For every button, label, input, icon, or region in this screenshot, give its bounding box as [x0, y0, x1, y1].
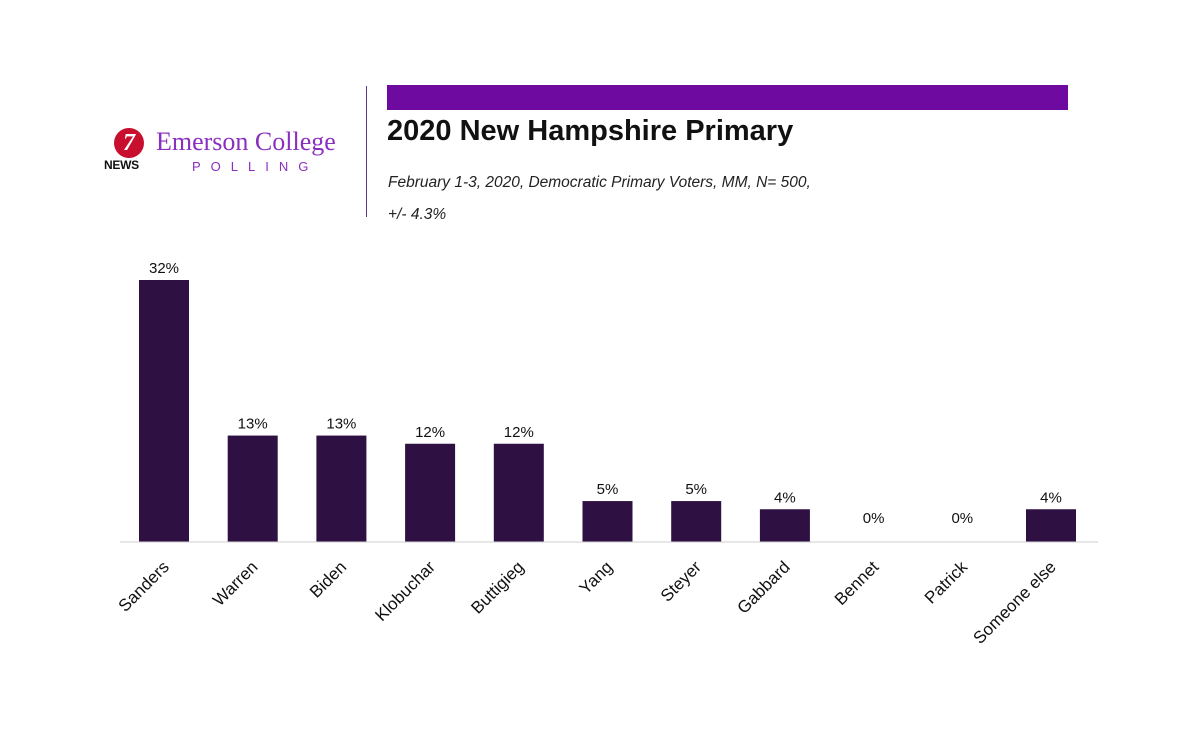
logo-subtext: POLLING	[192, 159, 319, 174]
value-labels-layer: 32% 13% 13% 12% 12% 5% 5% 4% 0% 0% 4%	[149, 260, 1062, 527]
bars-layer	[139, 280, 1076, 542]
channel-7-logo-icon: 7	[114, 128, 144, 158]
value-label-someone-else: 4%	[1040, 489, 1062, 506]
value-label-buttigieg: 12%	[504, 424, 534, 441]
header-divider	[366, 86, 367, 217]
value-label-sanders: 32%	[149, 260, 179, 277]
value-label-patrick: 0%	[951, 510, 973, 527]
category-label-warren: Warren	[209, 557, 261, 609]
chart-title: 2020 New Hampshire Primary	[387, 115, 794, 147]
bar-someone-else	[1026, 509, 1076, 542]
bar-biden	[316, 435, 367, 542]
category-label-someone-else: Someone else	[970, 557, 1060, 647]
logo-news-text: NEWS	[104, 158, 139, 172]
value-label-warren: 13%	[238, 416, 268, 433]
category-label-yang: Yang	[576, 557, 617, 598]
category-label-bennet: Bennet	[831, 557, 883, 609]
bar-gabbard	[759, 509, 810, 542]
value-label-bennet: 0%	[863, 510, 885, 527]
value-label-steyer: 5%	[685, 481, 707, 498]
bar-buttigieg	[493, 443, 544, 542]
bar-klobuchar	[405, 443, 456, 542]
category-label-biden: Biden	[306, 557, 350, 601]
bar-yang	[582, 501, 633, 542]
value-label-klobuchar: 12%	[415, 424, 445, 441]
category-label-gabbard: Gabbard	[734, 557, 794, 617]
value-label-gabbard: 4%	[774, 489, 796, 506]
category-label-steyer: Steyer	[657, 557, 705, 605]
bar-warren	[227, 435, 278, 542]
category-label-buttigieg: Buttigieg	[467, 557, 527, 617]
bar-sanders	[139, 280, 189, 542]
category-labels-layer: Sanders Warren Biden Klobuchar Buttigieg Yang…	[115, 557, 1060, 648]
header-accent-bar	[387, 85, 1068, 110]
category-label-klobuchar: Klobuchar	[371, 557, 439, 625]
logo-name: Emerson College	[156, 127, 336, 156]
value-label-yang: 5%	[597, 481, 619, 498]
bar-steyer	[671, 501, 722, 542]
chart-subtitle-line-1: February 1-3, 2020, Democratic Primary V…	[388, 174, 811, 191]
chart-subtitle-line-2: +/- 4.3%	[388, 206, 447, 223]
category-label-patrick: Patrick	[921, 557, 972, 608]
emerson-polling-logo: 7 NEWS Emerson College POLLING	[104, 127, 366, 187]
category-label-sanders: Sanders	[115, 557, 173, 615]
value-label-biden: 13%	[326, 416, 356, 433]
